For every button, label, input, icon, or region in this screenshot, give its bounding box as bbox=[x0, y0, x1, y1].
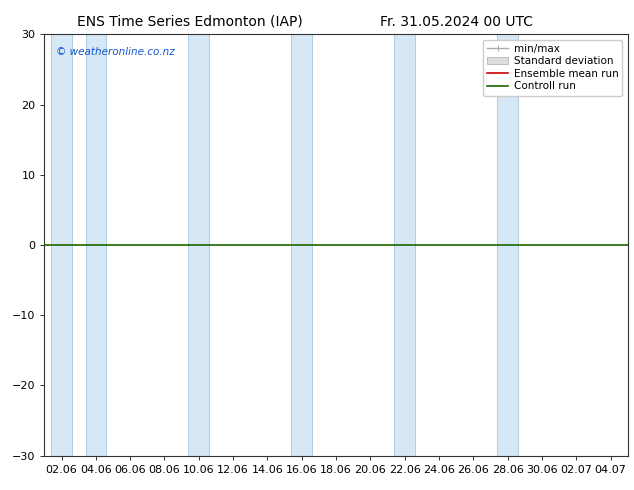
Bar bbox=[86, 34, 106, 456]
Text: Fr. 31.05.2024 00 UTC: Fr. 31.05.2024 00 UTC bbox=[380, 15, 533, 29]
Bar bbox=[292, 34, 312, 456]
Bar bbox=[394, 34, 415, 456]
Bar bbox=[51, 34, 72, 456]
Legend: min/max, Standard deviation, Ensemble mean run, Controll run: min/max, Standard deviation, Ensemble me… bbox=[483, 40, 623, 96]
Text: © weatheronline.co.nz: © weatheronline.co.nz bbox=[56, 47, 175, 57]
Bar bbox=[497, 34, 518, 456]
Text: ENS Time Series Edmonton (IAP): ENS Time Series Edmonton (IAP) bbox=[77, 15, 303, 29]
Bar bbox=[188, 34, 209, 456]
